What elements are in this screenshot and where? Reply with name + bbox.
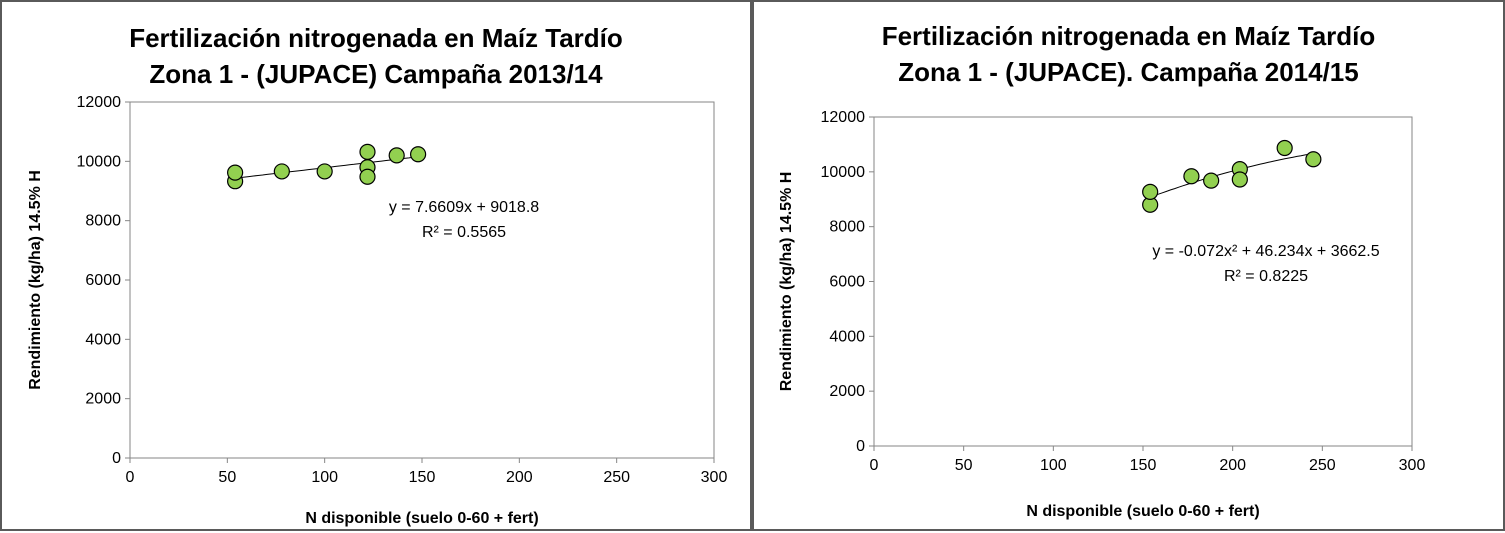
chart-subtitle: Zona 1 - (JUPACE) Campaña 2013/14 [149, 59, 603, 89]
y-tick-label: 6000 [85, 272, 121, 289]
chart-panel-2013: Fertilización nitrogenada en Maíz Tardío… [0, 0, 752, 531]
data-point [359, 143, 376, 160]
y-tick-label: 0 [856, 438, 865, 455]
y-axis-label: Rendimiento (kg/ha) 14.5% H [27, 170, 44, 390]
data-point [227, 164, 244, 181]
y-tick-label: 10000 [821, 164, 866, 181]
scatter-plot-2013: 0 2000 4000 6000 8000 10000 12000 0 50 100 150 200 2… [27, 94, 728, 527]
x-tick-label: 150 [1130, 457, 1157, 474]
x-tick-label: 250 [1309, 457, 1336, 474]
x-axis-label: N disponible (suelo 0-60 + fert) [305, 510, 538, 527]
data-point [388, 147, 405, 164]
x-tick-label: 50 [955, 457, 973, 474]
x-axis-label: N disponible (suelo 0-60 + fert) [1026, 503, 1259, 520]
data-point [1183, 168, 1200, 185]
trendline-equation: y = 7.6609x + 9018.8 [389, 199, 539, 216]
data-point [316, 163, 333, 180]
y-tick-label: 6000 [829, 274, 865, 291]
y-tick-label: 10000 [77, 153, 122, 170]
x-tick-label: 0 [126, 469, 135, 486]
chart-title-block: Fertilización nitrogenada en Maíz Tardío… [2, 20, 750, 92]
x-tick-label: 150 [409, 469, 436, 486]
trendline-equation: y = -0.072x² + 46.234x + 3662.5 [1152, 243, 1379, 260]
x-tick-label: 100 [311, 469, 338, 486]
plot-area [873, 116, 1413, 447]
chart-title: Fertilización nitrogenada en Maíz Tardío [129, 23, 623, 53]
y-tick-label: 12000 [821, 109, 866, 126]
x-tick-label: 300 [1399, 457, 1426, 474]
chart-panel-2014: Fertilización nitrogenada en Maíz Tardío… [752, 0, 1505, 531]
y-tick-label: 4000 [85, 331, 121, 348]
y-tick-label: 8000 [85, 213, 121, 230]
y-axis-label: Rendimiento (kg/ha) 14.5% H [778, 172, 795, 392]
x-tick-label: 0 [870, 457, 879, 474]
data-point [1305, 151, 1322, 168]
y-tick-label: 4000 [829, 328, 865, 345]
y-tick-label: 12000 [77, 94, 122, 111]
data-point [1203, 172, 1220, 189]
data-point [359, 168, 376, 185]
chart-title: Fertilización nitrogenada en Maíz Tardío [881, 21, 1376, 51]
data-point [1142, 183, 1159, 200]
y-tick-label: 2000 [85, 391, 121, 408]
x-tick-label: 300 [701, 469, 728, 486]
chart-subtitle: Zona 1 - (JUPACE). Campaña 2014/15 [898, 57, 1359, 87]
data-point [1276, 139, 1293, 157]
y-tick-label: 8000 [829, 219, 865, 236]
data-point [273, 163, 290, 180]
x-tick-label: 100 [1040, 457, 1067, 474]
y-tick-label: 2000 [829, 383, 865, 400]
r-squared-label: R² = 0.8225 [1224, 268, 1308, 285]
trendline [1150, 153, 1314, 198]
data-point [410, 146, 427, 163]
chart-title-block: Fertilización nitrogenada en Maíz Tardío… [754, 18, 1503, 90]
scatter-plot-2014: 0 2000 4000 6000 8000 10000 12000 0 50 100 150 200 2… [778, 109, 1426, 520]
y-tick-label: 0 [112, 450, 121, 467]
x-tick-label: 250 [603, 469, 630, 486]
x-tick-label: 200 [506, 469, 533, 486]
r-squared-label: R² = 0.5565 [422, 224, 506, 241]
data-point [1231, 171, 1248, 188]
x-tick-label: 200 [1219, 457, 1246, 474]
x-tick-label: 50 [218, 469, 236, 486]
